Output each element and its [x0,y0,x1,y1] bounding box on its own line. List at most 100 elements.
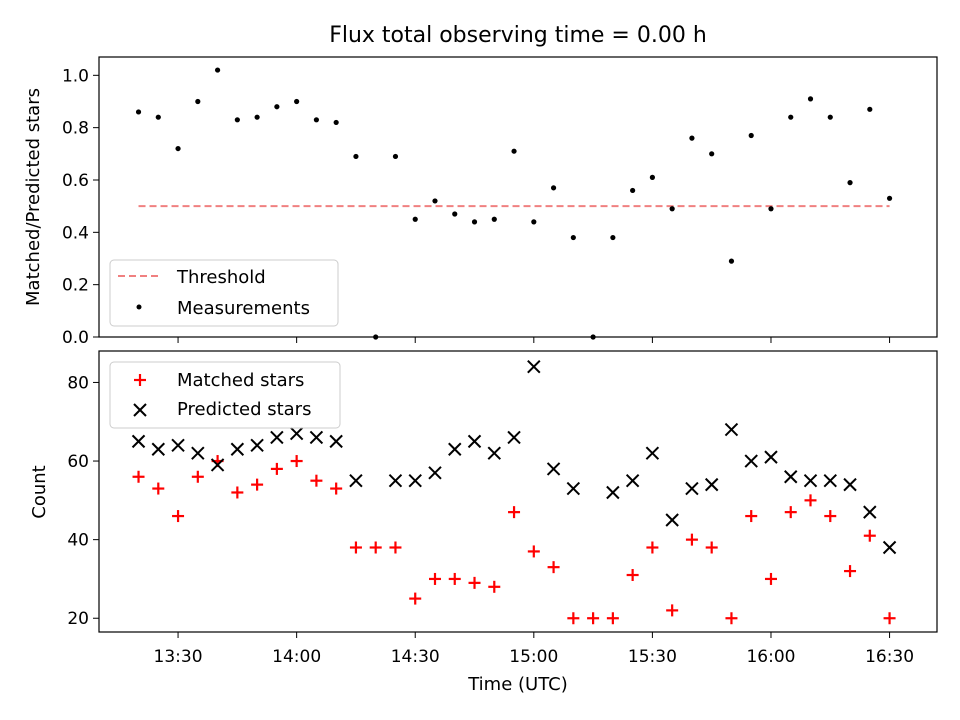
bottom-axes-frame [98,350,938,633]
top-data-layer [135,67,893,340]
bottom-y-tick-label: 60 [67,452,89,472]
matched-star-point [132,470,145,483]
matched-star-point [844,565,857,578]
predicted-star-point [171,438,185,453]
measurement-point [511,148,517,154]
matched-star-point [626,569,639,582]
bottom-legend: Matched stars Predicted stars [109,361,341,429]
predicted-star-point [625,473,640,488]
measurement-point [827,114,833,120]
matched-star-point [310,474,323,487]
predicted-star-point [784,470,798,484]
matched-star-point [488,580,501,593]
predicted-star-point [191,446,205,460]
measurement-point [294,98,300,105]
matched-star-point [745,510,758,523]
predicted-star-point [764,450,778,464]
measurement-point [886,195,893,201]
top-y-axis-label: Matched/Predicted stars [23,88,44,306]
predicted-star-point [665,513,679,527]
measurement-point [788,114,794,120]
measurement-point [748,132,754,139]
measurement-point [630,187,636,194]
matched-star-point [547,561,560,574]
bottom-x-tick-label: 16:00 [746,647,795,667]
matched-star-point [448,572,461,585]
matched-star-point [468,576,481,589]
matched-star-point [685,533,698,546]
predicted-star-point [349,473,363,488]
bottom-y-tick-label: 80 [67,373,89,393]
measurement-point [175,145,181,152]
measurement-point [570,234,576,241]
measurement-point [847,180,853,186]
top-y-tick-label: 0.6 [62,171,89,191]
bottom-x-ticks: 13:30 14:00 14:30 15:00 15:30 16:00 16:30 [154,632,914,667]
predicted-star-point [863,505,877,519]
predicted-star-point [843,477,857,492]
measurement-point [214,67,221,73]
bottom-y-axis-label: Count [29,465,50,518]
predicted-star-point [823,473,837,488]
legend-measurements-label: Measurements [177,298,310,319]
predicted-star-point [230,442,245,456]
matched-star-point [231,486,244,499]
predicted-star-point [507,430,521,445]
predicted-star-point [467,434,482,449]
matched-star-point [725,612,738,625]
matched-star-point [567,612,580,625]
matched-star-point [784,506,797,519]
measurement-point [550,185,557,191]
measurement-point [491,216,497,222]
predicted-star-point [250,438,264,453]
predicted-star-point [527,360,541,374]
matched-star-point [606,612,619,625]
matched-star-point [270,462,283,475]
predicted-star-point [685,481,699,496]
top-y-tick-label: 0.0 [62,328,89,348]
predicted-star-point [803,473,818,488]
bottom-x-tick-label: 15:00 [509,647,558,667]
bottom-x-tick-label: 15:30 [628,647,677,667]
predicted-star-point [448,442,462,456]
measurement-point [234,117,240,123]
measurement-point [195,98,201,105]
top-y-tick-label: 1.0 [62,66,89,86]
predicted-star-point [882,540,897,555]
bottom-legend-box [109,361,341,429]
measurement-point [531,219,537,225]
predicted-star-point [289,426,304,441]
predicted-star-point [546,462,561,476]
matched-star-point [527,545,540,558]
measurement-point [610,234,616,241]
predicted-star-point [487,446,501,460]
predicted-star-point [566,481,581,496]
predicted-star-point [606,485,620,500]
measurement-point [807,96,814,102]
matched-star-point [330,482,343,495]
matched-star-point [587,612,600,625]
predicted-star-point [309,430,324,445]
matched-star-point [804,494,817,507]
top-x-ticks [177,337,891,343]
measurement-point [728,258,735,264]
predicted-star-point [131,434,146,449]
matched-star-point [824,510,837,523]
matched-star-point [666,604,679,617]
bottom-y-tick-label: 20 [67,609,89,629]
measurement-point [689,135,695,141]
measurement-point [452,211,458,217]
measurement-point [412,216,418,222]
top-panel: 0.0 0.2 0.4 0.6 0.8 1.0 Matched/Predicted sta… [23,56,938,348]
predicted-star-point [151,442,165,456]
matched-star-point [369,541,382,554]
matched-star-point [191,470,204,483]
legend-matched-label: Matched stars [177,370,304,391]
measurement-point [135,109,142,115]
predicted-star-point [744,454,758,468]
predicted-star-point [329,434,343,449]
legend-measurements-swatch [136,304,142,310]
matched-star-point [251,478,264,491]
